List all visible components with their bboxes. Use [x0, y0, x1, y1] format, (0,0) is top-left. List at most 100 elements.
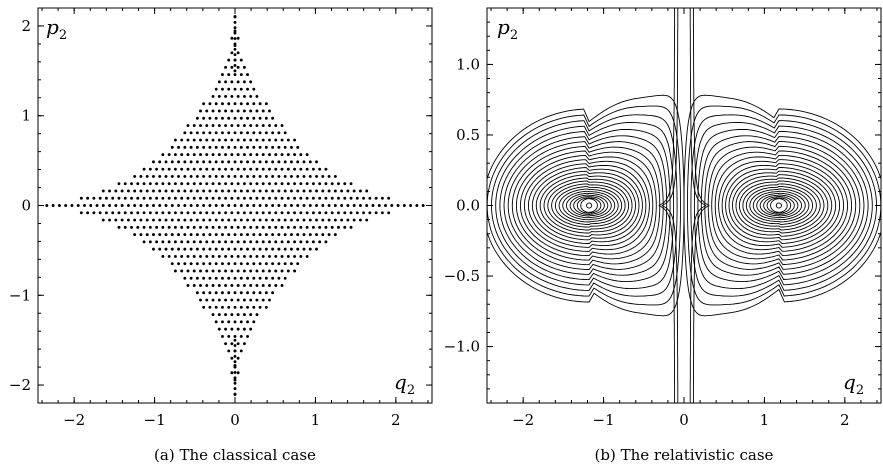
scatter-point: [346, 218, 350, 222]
scatter-point: [343, 196, 347, 200]
scatter-point: [293, 211, 297, 215]
scatter-point: [173, 225, 177, 229]
scatter-point: [208, 160, 212, 164]
y-tick-label-b: 1.0: [456, 55, 480, 73]
scatter-point: [161, 167, 165, 171]
scatter-point: [233, 387, 237, 391]
scatter-point: [221, 291, 224, 295]
scatter-point: [249, 284, 253, 287]
scatter-point: [155, 196, 159, 200]
scatter-point: [327, 189, 331, 193]
scatter-point: [180, 182, 184, 186]
scatter-point: [242, 342, 246, 346]
scatter-point: [76, 204, 80, 207]
scatter-point: [177, 218, 181, 222]
scatter-point: [221, 189, 224, 193]
scatter-point: [211, 225, 215, 229]
scatter-point: [139, 233, 143, 237]
scatter-point: [293, 138, 297, 142]
scatter-point: [224, 196, 228, 200]
scatter-point: [161, 182, 165, 186]
scatter-point: [170, 247, 174, 251]
scatter-point: [274, 167, 278, 171]
scatter-point: [221, 276, 224, 280]
scatter-point: [104, 196, 108, 200]
scatter-point: [224, 240, 228, 244]
caption-b: (b) The relativistic case: [595, 446, 774, 464]
scatter-point: [233, 20, 237, 24]
contour-line: [749, 188, 810, 223]
scatter-point: [230, 182, 234, 186]
scatter-point: [217, 109, 221, 113]
scatter-point: [246, 291, 249, 295]
scatter-point: [239, 73, 243, 77]
scatter-point: [318, 240, 322, 244]
scatter-point: [242, 167, 246, 171]
scatter-point: [205, 225, 209, 229]
scatter-point: [236, 167, 240, 171]
scatter-point: [305, 182, 309, 186]
scatter-point: [315, 218, 318, 222]
scatter-point: [289, 233, 293, 237]
scatter-point: [230, 269, 234, 273]
contour-line: [519, 154, 654, 257]
scatter-point: [202, 305, 206, 309]
scatter-point: [293, 182, 297, 186]
scatter-point: [224, 284, 228, 287]
scatter-point: [261, 284, 265, 287]
scatter-point: [221, 73, 224, 77]
scatter-point: [268, 124, 271, 127]
scatter-point: [173, 153, 177, 157]
scatter-point: [242, 124, 246, 127]
scatter-point: [158, 247, 162, 251]
scatter-point: [233, 31, 237, 35]
scatter-point: [352, 218, 356, 222]
scatter-point: [236, 240, 240, 244]
scatter-point: [283, 218, 287, 222]
scatter-point: [173, 138, 177, 142]
scatter-point: [199, 153, 202, 157]
x-tick-label-a: 2: [391, 411, 401, 429]
scatter-point: [230, 196, 234, 200]
scatter-point: [230, 254, 234, 258]
scatter-point: [233, 262, 237, 266]
scatter-point: [123, 225, 127, 229]
scatter-point: [214, 218, 218, 222]
scatter-point: [167, 196, 171, 200]
scatter-point: [158, 174, 162, 178]
scatter-point: [415, 204, 419, 207]
scatter-point: [340, 218, 344, 222]
scatter-point: [205, 109, 209, 113]
scatter-point: [177, 204, 181, 207]
scatter-point: [217, 124, 221, 127]
scatter-point: [120, 218, 124, 222]
scatter-point: [252, 305, 256, 309]
scatter-point: [289, 145, 293, 149]
scatter-point: [236, 94, 240, 98]
scatter-point: [330, 225, 334, 229]
scatter-point: [396, 204, 400, 207]
scatter-point: [145, 233, 149, 237]
scatter-point: [271, 145, 275, 149]
scatter-point: [183, 174, 187, 178]
scatter-point: [242, 298, 246, 302]
scatter-point: [130, 182, 133, 186]
scatter-point: [195, 262, 199, 266]
scatter-point: [211, 240, 215, 244]
scatter-point: [252, 320, 256, 324]
scatter-point: [148, 240, 152, 244]
scatter-point: [221, 218, 224, 222]
scatter-point: [114, 189, 118, 193]
scatter-point: [164, 233, 168, 237]
scatter-point: [274, 225, 278, 229]
scatter-point: [264, 204, 268, 207]
scatter-point: [233, 87, 237, 91]
scatter-point: [217, 138, 221, 142]
scatter-point: [199, 138, 202, 142]
scatter-point: [111, 196, 115, 200]
scatter-point: [258, 174, 262, 178]
scatter-point: [258, 218, 262, 222]
scatter-point: [255, 124, 259, 127]
scatter-point: [161, 211, 165, 215]
scatter-point: [239, 131, 243, 135]
